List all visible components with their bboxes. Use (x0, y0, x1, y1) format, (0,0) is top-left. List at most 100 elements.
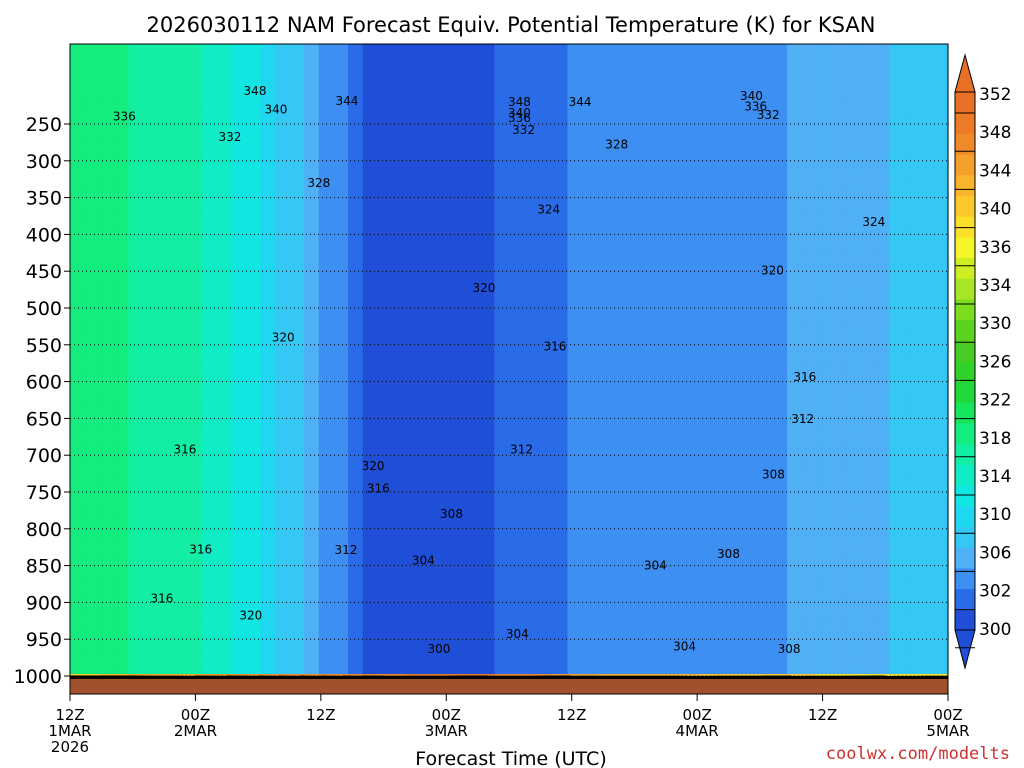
heat-cell (201, 133, 217, 144)
heat-cell (582, 282, 598, 293)
heat-cell (406, 105, 422, 116)
heat-cell (552, 124, 569, 135)
heat-cell (509, 385, 525, 396)
heat-cell (582, 124, 598, 135)
heat-cell (99, 646, 115, 657)
heat-cell (772, 580, 788, 591)
heat-cell (626, 348, 642, 358)
heat-cell (889, 189, 905, 200)
heat-cell (874, 469, 891, 480)
heat-cell (918, 105, 934, 116)
heat-cell (143, 348, 159, 358)
heat-cell (596, 301, 613, 312)
heat-cell (391, 627, 408, 638)
heat-cell (143, 320, 159, 330)
heat-cell (113, 161, 130, 172)
colorbar-segment (955, 464, 975, 486)
heat-cell (450, 608, 466, 619)
heat-cell (787, 320, 803, 330)
heat-cell (904, 217, 920, 228)
colorbar-label: 336 (979, 238, 1011, 258)
heat-cell (801, 329, 817, 340)
heat-cell (421, 180, 437, 191)
heat-cell (567, 44, 583, 98)
heat-cell (611, 655, 627, 666)
heat-cell (918, 590, 934, 601)
heat-cell (699, 636, 715, 647)
heat-cell (552, 431, 569, 442)
heat-cell (772, 198, 788, 209)
heat-cell (465, 608, 481, 619)
heat-cell (772, 310, 788, 321)
heat-cell (684, 96, 700, 107)
heat-cell (318, 161, 334, 172)
heat-cell (157, 459, 174, 470)
heat-cell (421, 459, 437, 470)
heat-cell (70, 273, 86, 284)
heat-cell (465, 385, 481, 396)
heat-cell (904, 236, 920, 247)
heat-cell (860, 180, 876, 191)
heat-cell (435, 571, 452, 582)
heat-cell (816, 552, 832, 563)
heat-cell (143, 497, 159, 507)
heat-cell (70, 580, 86, 591)
heat-cell (874, 655, 891, 666)
heat-cell (479, 366, 495, 377)
heat-cell (596, 96, 613, 107)
heat-cell (406, 441, 422, 452)
heat-cell (582, 105, 598, 116)
heat-cell (713, 217, 730, 228)
heat-cell (245, 562, 261, 573)
heat-cell (787, 105, 803, 116)
heat-cell (699, 189, 715, 200)
heat-cell (201, 273, 217, 284)
heat-cell (787, 534, 803, 545)
heat-cell (699, 180, 715, 191)
heat-cell (333, 180, 349, 191)
heat-cell (260, 198, 276, 209)
heat-cell (728, 152, 744, 163)
heat-cell (260, 590, 276, 601)
y-tick-label: 500 (26, 298, 62, 320)
heat-cell (743, 96, 759, 107)
heat-cell (113, 608, 130, 619)
heat-cell (479, 375, 495, 386)
heat-cell (640, 366, 656, 377)
contour-label: 304 (506, 627, 529, 641)
heat-cell (523, 254, 539, 265)
heat-cell (772, 189, 788, 200)
heat-cell (904, 506, 920, 517)
heat-cell (157, 646, 174, 657)
heat-cell (626, 152, 642, 163)
heat-cell (626, 655, 642, 666)
contour-label: 340 (740, 89, 763, 103)
heat-cell (465, 273, 481, 284)
heat-cell (801, 226, 817, 237)
heat-cell (304, 413, 320, 424)
heat-cell (348, 189, 364, 200)
heat-cell (84, 105, 100, 116)
heat-cell (187, 189, 203, 200)
heat-cell (918, 571, 934, 582)
heat-cell (187, 254, 203, 265)
heat-cell (874, 515, 891, 526)
heat-cell (918, 152, 934, 163)
heat-cell (128, 105, 144, 116)
heat-cell (304, 245, 320, 256)
heat-cell (787, 329, 803, 340)
heat-cell (655, 105, 671, 116)
heat-cell (509, 525, 525, 535)
heat-cell (699, 264, 715, 275)
x-tick-label: 2026 (51, 738, 89, 756)
heat-cell (889, 441, 905, 452)
heat-cell (640, 450, 656, 461)
heat-cell (289, 385, 305, 396)
heat-cell (713, 357, 730, 368)
heat-cell (874, 366, 891, 377)
heat-cell (143, 487, 159, 498)
heat-cell (552, 208, 569, 219)
heat-cell (509, 552, 525, 563)
heat-cell (538, 217, 554, 228)
heat-cell (567, 180, 583, 191)
